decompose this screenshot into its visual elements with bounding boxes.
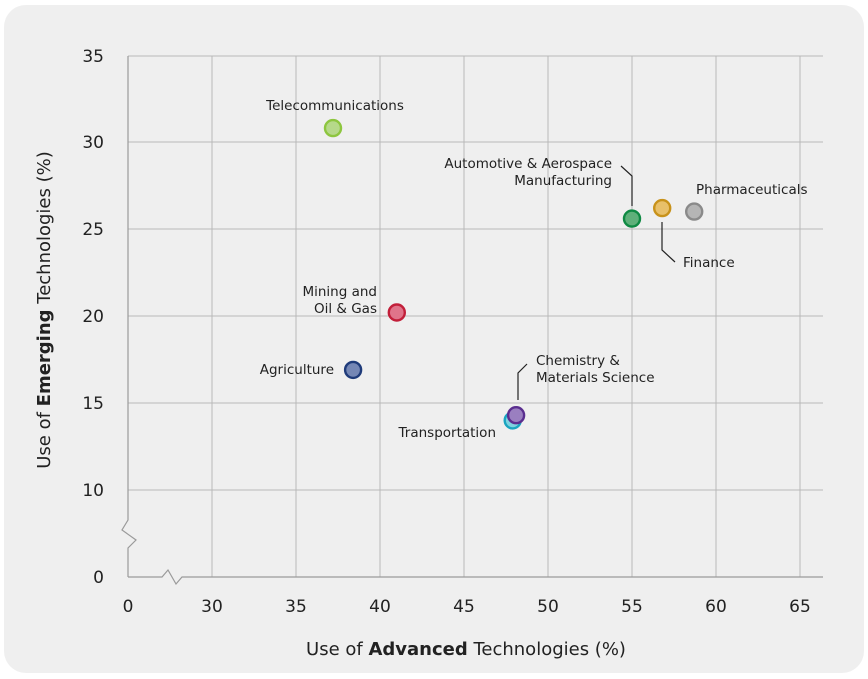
- x-tick-label-60: 60: [705, 597, 727, 617]
- x-tick-label-40: 40: [369, 597, 391, 617]
- x-tick-label-55: 55: [621, 597, 643, 617]
- x-tick-label-50: 50: [537, 597, 559, 617]
- axis-layer: [121, 56, 823, 586]
- data-points: [323, 118, 704, 430]
- point-mining-and-oil-gas[interactable]: [387, 303, 406, 322]
- y-tick-label-25: 25: [82, 220, 104, 240]
- x-axis-title-prefix: Use of: [306, 639, 368, 660]
- leader-chemistry: [517, 363, 528, 400]
- label-automotive-line2: Manufacturing: [514, 173, 612, 189]
- grid-layer: [128, 55, 823, 577]
- chart-panel: [4, 5, 864, 673]
- label-chemistry-line2: Materials Science: [536, 370, 655, 386]
- leader-finance: [661, 222, 676, 263]
- point-telecommunications[interactable]: [323, 118, 343, 138]
- point-automotive-aerospace-manufacturing[interactable]: [622, 209, 642, 228]
- y-tick-label-0: 0: [93, 568, 104, 588]
- label-mining-line1: Mining and: [302, 284, 377, 300]
- y-tick-label-20: 20: [82, 307, 104, 327]
- x-axis-title: Use of Advanced Technologies (%): [306, 639, 626, 660]
- label-agriculture: Agriculture: [260, 362, 334, 378]
- x-tick-label-0: 0: [123, 597, 134, 617]
- x-tick-label-65: 65: [789, 597, 811, 617]
- x-axis-line: [128, 568, 823, 586]
- point-pharmaceuticals[interactable]: [685, 202, 704, 221]
- label-pharmaceuticals: Pharmaceuticals: [696, 182, 808, 198]
- y-axis-title-bold: Emerging: [34, 309, 55, 406]
- x-axis-title-suffix: Technologies (%): [468, 639, 626, 660]
- point-labels: Telecommunications Automotive & Aerospac…: [260, 98, 808, 441]
- point-finance[interactable]: [653, 198, 672, 218]
- label-chemistry-line1: Chemistry &: [536, 353, 620, 369]
- y-tick-label-10: 10: [82, 481, 104, 501]
- y-tick-label-30: 30: [82, 133, 104, 153]
- point-chemistry-materials-science[interactable]: [506, 406, 526, 425]
- x-tick-label-35: 35: [285, 597, 307, 617]
- y-tick-label-35: 35: [82, 47, 104, 67]
- label-mining-line2: Oil & Gas: [314, 301, 377, 317]
- y-tick-label-15: 15: [82, 394, 104, 414]
- tick-labels: 0 30 35 40 45 50 55 60 65 0 10 15 20 25 30 35: [82, 47, 810, 617]
- label-finance: Finance: [683, 255, 735, 271]
- label-telecommunications: Telecommunications: [265, 98, 404, 114]
- leader-automotive: [620, 165, 633, 206]
- y-axis-title-prefix: Use of: [34, 406, 55, 468]
- x-tick-label-30: 30: [201, 597, 223, 617]
- label-automotive-line1: Automotive & Aerospace: [444, 156, 612, 172]
- leader-lines: [517, 165, 676, 400]
- y-axis-title: Use of Emerging Technologies (%): [34, 151, 55, 469]
- label-transportation: Transportation: [398, 425, 496, 441]
- x-axis-title-bold: Advanced: [368, 639, 467, 660]
- point-agriculture[interactable]: [343, 360, 363, 380]
- y-axis-line: [121, 56, 137, 577]
- y-axis-title-suffix: Technologies (%): [34, 151, 55, 309]
- x-tick-label-45: 45: [453, 597, 475, 617]
